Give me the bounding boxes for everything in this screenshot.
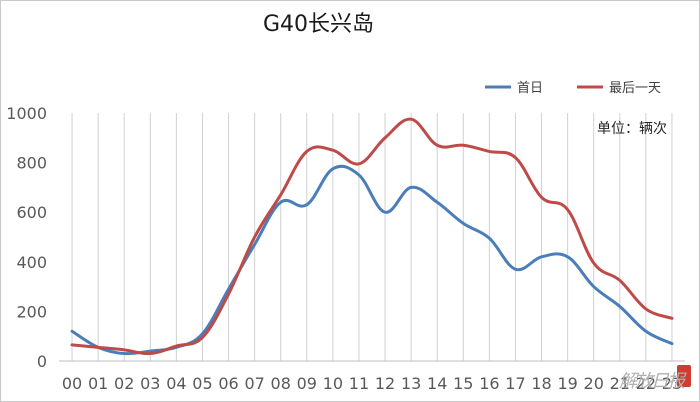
x-tick-label: 20 xyxy=(584,374,604,393)
x-tick-label: 10 xyxy=(323,374,343,393)
watermark: 解放日报 xyxy=(619,371,685,392)
series-line-1 xyxy=(70,117,674,356)
x-tick-label: 19 xyxy=(557,374,577,393)
x-tick-label: 08 xyxy=(271,374,291,393)
x-tick-label: 05 xyxy=(192,374,212,393)
x-tick-label: 03 xyxy=(140,374,160,393)
grid-lines xyxy=(71,113,673,361)
x-tick-label: 07 xyxy=(244,374,264,393)
x-tick-label: 18 xyxy=(531,374,551,393)
y-tick-label: 600 xyxy=(16,203,47,222)
unit-note: 单位：辆次 xyxy=(597,121,667,137)
x-tick-label: 22 xyxy=(636,374,656,393)
x-tick-label: 15 xyxy=(453,374,473,393)
x-tick-label: 01 xyxy=(88,374,108,393)
y-tick-label: 200 xyxy=(16,302,47,321)
x-tick-label: 09 xyxy=(297,374,317,393)
x-tick-label: 21 xyxy=(610,374,630,393)
chart-title: G40长兴岛 xyxy=(263,12,374,37)
x-tick-label: 00 xyxy=(62,374,82,393)
y-tick-label: 400 xyxy=(16,253,47,272)
x-tick-label: 06 xyxy=(218,374,238,393)
x-tick-label: 17 xyxy=(505,374,525,393)
x-tick-label: 02 xyxy=(114,374,134,393)
x-tick-label: 12 xyxy=(375,374,395,393)
series-line-0 xyxy=(70,164,674,356)
x-tick-label: 14 xyxy=(427,374,447,393)
x-tick-label: 04 xyxy=(166,374,186,393)
x-tick-label: 11 xyxy=(349,374,369,393)
axes: 0 200 400 600 800 1000 00 01 02 03 04 05 06 07 08 09 10 1… xyxy=(6,104,685,393)
y-tick-label: 800 xyxy=(16,154,47,173)
series-lines xyxy=(70,117,674,356)
legend-label: 最后一天 xyxy=(609,81,661,96)
x-tick-label: 13 xyxy=(401,374,421,393)
x-tick-label: 16 xyxy=(479,374,499,393)
legend: 首日 最后一天 xyxy=(485,81,661,96)
y-tick-label: 1000 xyxy=(6,104,47,123)
watermark-badge xyxy=(677,365,691,387)
y-tick-label: 0 xyxy=(37,352,47,371)
legend-label: 首日 xyxy=(517,81,543,96)
